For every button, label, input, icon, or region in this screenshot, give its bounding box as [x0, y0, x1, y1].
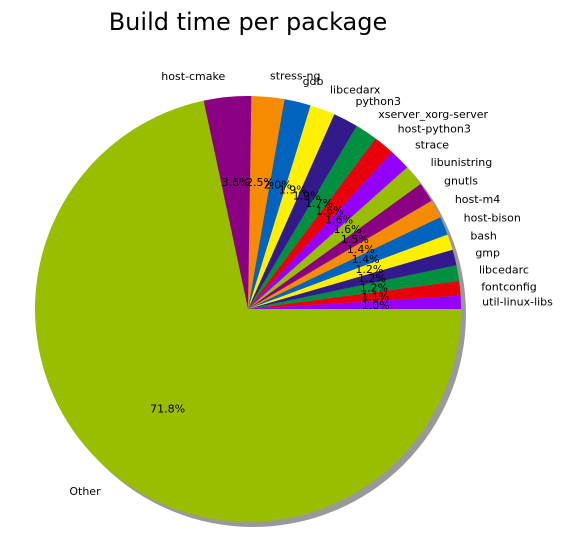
slice-label: gdb	[303, 75, 324, 88]
slice-label: libcedarc	[479, 264, 529, 277]
pct-label: 1.7%	[305, 197, 333, 210]
pct-labels: 1.0%1.1%1.2%1.2%1.2%1.4%1.4%1.5%1.6%1.6%…	[150, 176, 390, 416]
slice-label: gnutls	[444, 175, 478, 188]
pie-slice-other	[34, 100, 462, 522]
pct-label: 1.4%	[352, 253, 380, 266]
slice-label: stress-ng	[270, 70, 320, 83]
slice-label: util-linux-libs	[482, 296, 553, 309]
pct-label: 2.0%	[264, 179, 292, 192]
pie-slice-libcedarc	[248, 265, 460, 309]
pie-slice-host-bison	[248, 217, 448, 309]
pct-label: 2.5%	[246, 176, 274, 189]
slice-label: python3	[355, 95, 400, 108]
pie-slice-python3	[248, 114, 357, 309]
pct-label: 1.9%	[293, 189, 321, 202]
pie-slice-xserver-xorg-server	[248, 125, 376, 309]
chart-title: Build time per package	[109, 8, 388, 36]
pct-label: 1.6%	[316, 205, 344, 218]
pie-slice-gdb	[248, 99, 311, 310]
pie-slice-libunistring	[248, 167, 421, 309]
pie-slice-host-cmake	[203, 96, 252, 309]
slice-label: xserver_xorg-server	[378, 108, 488, 121]
pie-slice-stress-ng	[248, 96, 285, 309]
slice-label: bash	[470, 229, 496, 242]
pct-label: 1.0%	[362, 299, 390, 312]
slice-label: libcedarx	[330, 84, 381, 97]
slice-label: host-python3	[398, 123, 471, 136]
slice-label: Other	[69, 485, 101, 498]
pct-label: 3.6%	[222, 176, 250, 189]
pct-label: 1.9%	[279, 183, 307, 196]
pct-label: 1.4%	[347, 243, 375, 256]
pie-slice-bash	[248, 234, 453, 309]
pie-slice-strace	[248, 152, 408, 309]
pie-slice-host-m4	[248, 200, 441, 309]
pct-label: 1.2%	[360, 281, 388, 294]
pct-label: 1.6%	[325, 213, 353, 226]
pct-label: 1.2%	[355, 263, 383, 276]
slice-label: strace	[415, 139, 449, 152]
pie-slice-util-linux-libs	[248, 295, 461, 309]
pct-label: 1.6%	[334, 223, 362, 236]
pct-label: 1.5%	[341, 233, 369, 246]
slice-label: libunistring	[431, 156, 493, 169]
pie-slice-gmp	[248, 249, 457, 309]
pie-slice-fontconfig	[248, 281, 461, 309]
pct-label: 1.2%	[358, 272, 386, 285]
slice-label: gmp	[475, 246, 500, 259]
pie-slice-gnutls	[248, 184, 432, 309]
pie-slice-host-python3	[248, 138, 393, 309]
slice-label: fontconfig	[481, 280, 537, 293]
pie-slice-libcedarx	[248, 105, 335, 309]
slice-label: host-cmake	[161, 70, 225, 83]
slice-label: host-bison	[464, 211, 521, 224]
slice-label: host-m4	[455, 193, 500, 206]
pct-label: 71.8%	[150, 402, 185, 415]
pie-slices	[34, 96, 462, 522]
pct-label: 1.1%	[361, 291, 389, 304]
slice-labels: util-linux-libs fontconfig libcedarc gmp bas…	[69, 70, 553, 498]
